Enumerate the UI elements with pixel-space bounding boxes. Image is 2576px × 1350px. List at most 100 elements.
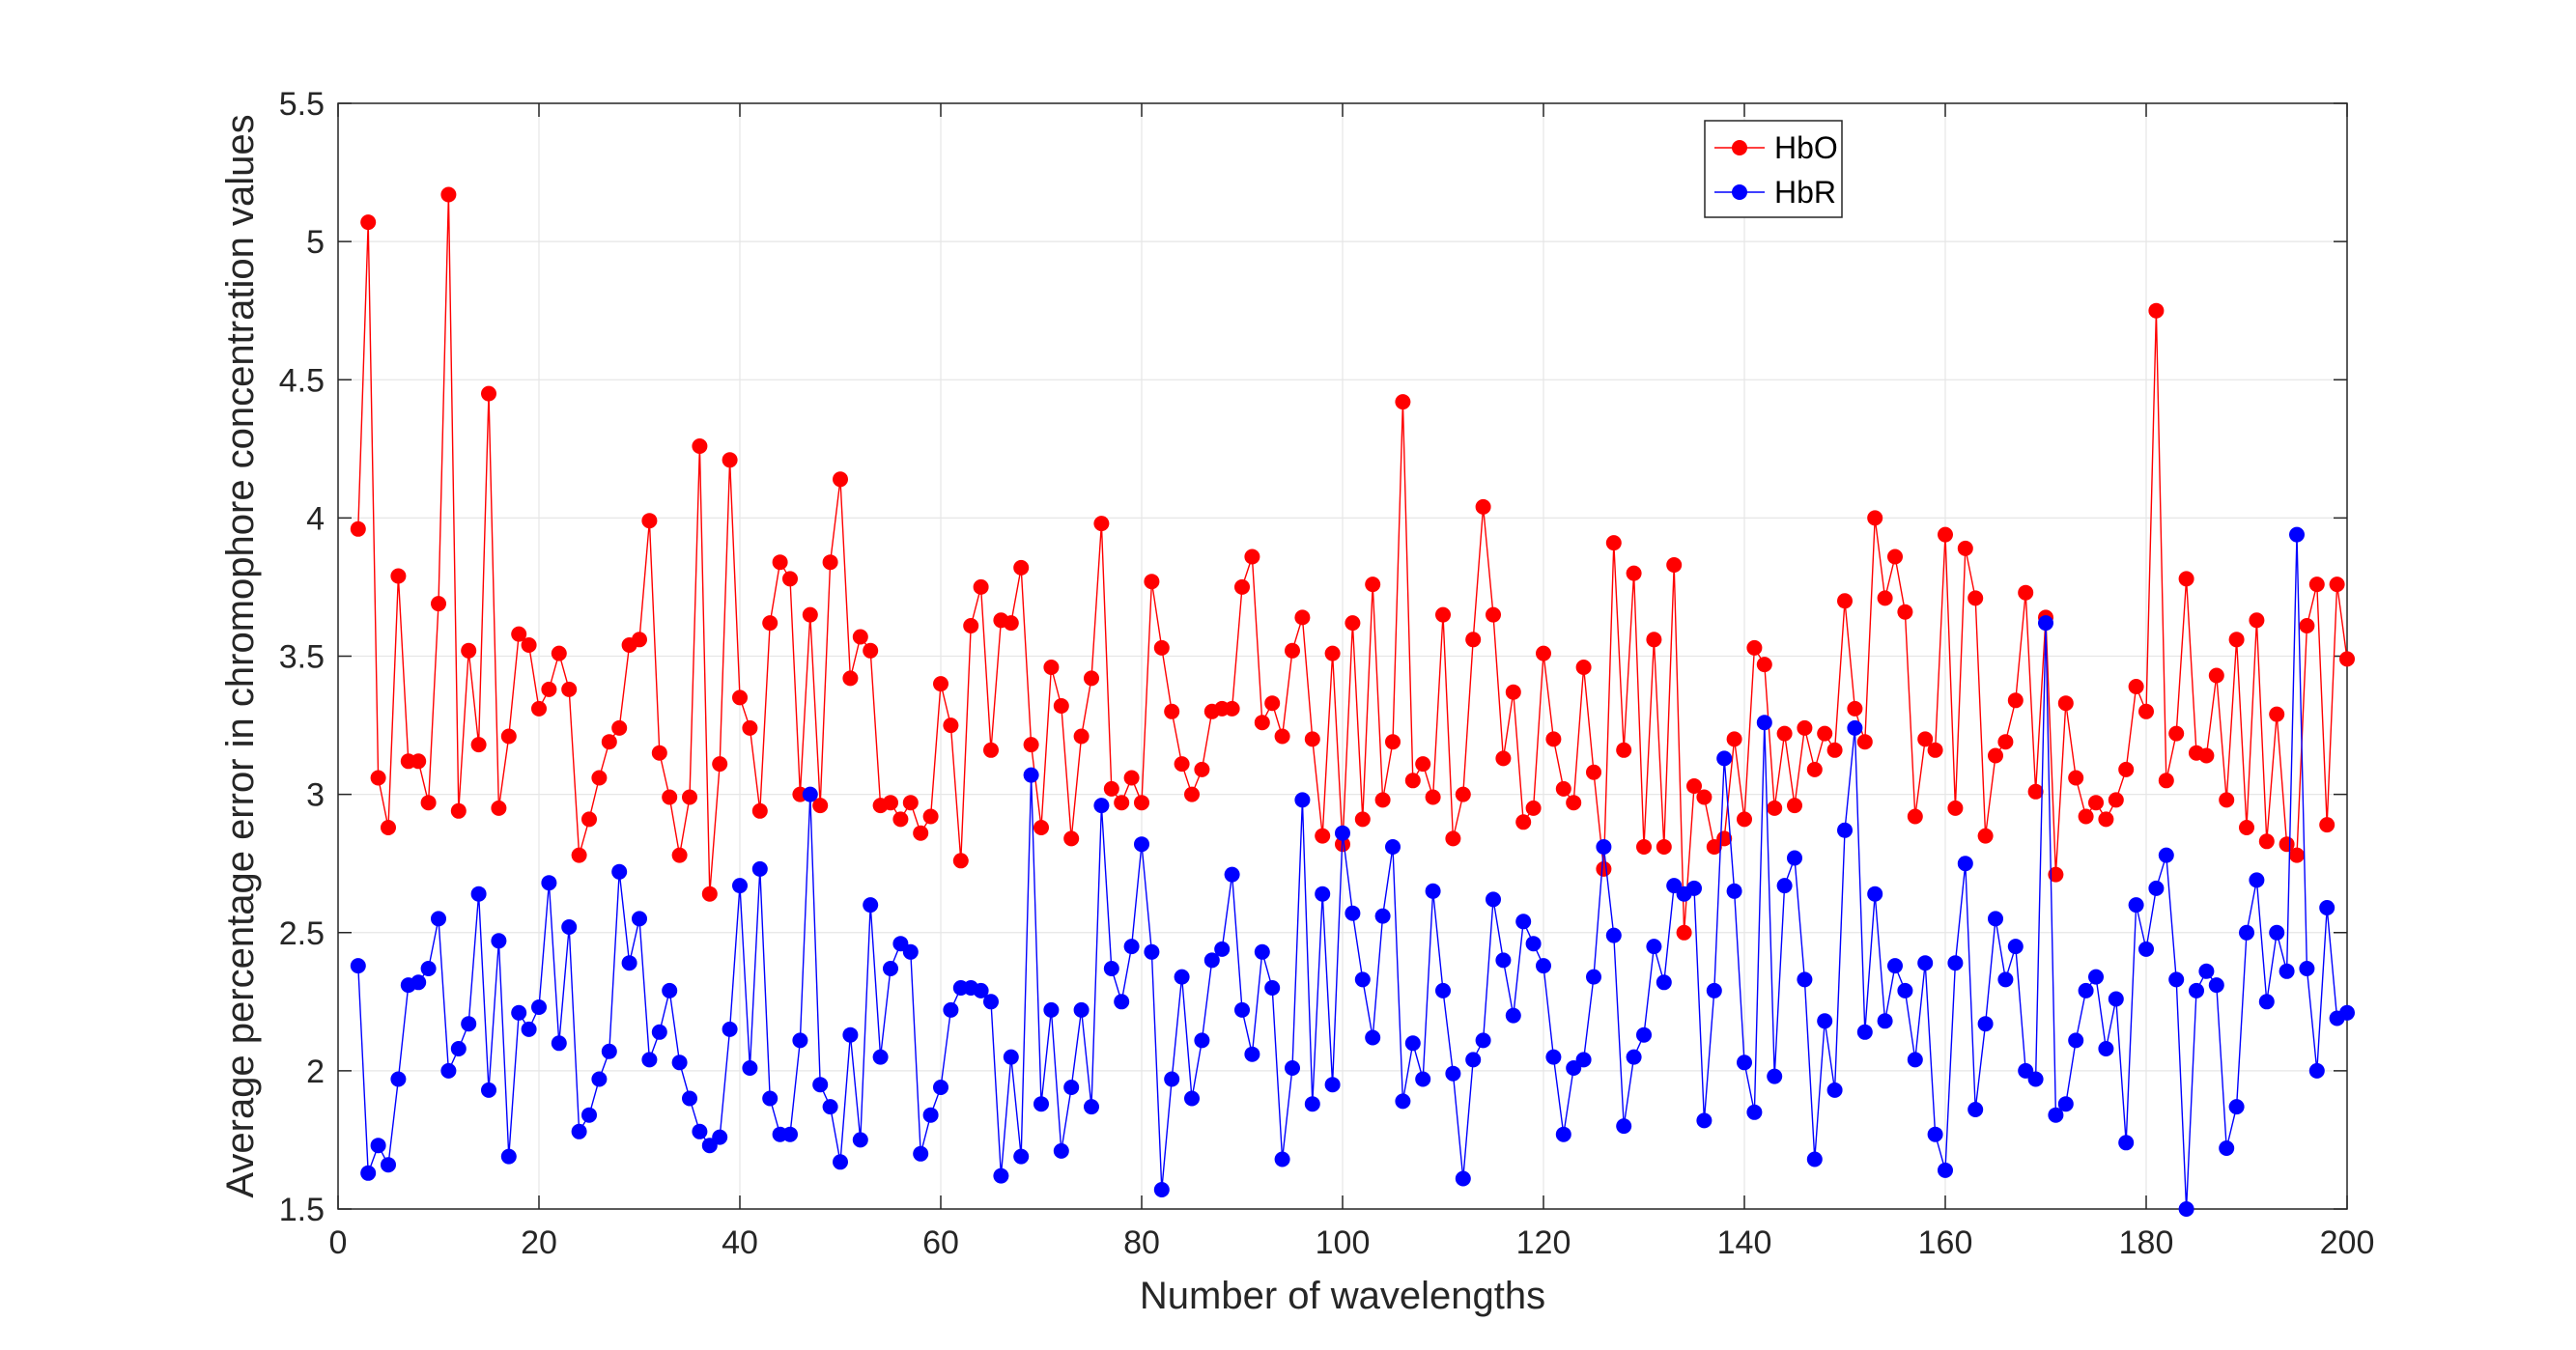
data-point-hbr (1033, 1096, 1049, 1112)
data-point-hbr (762, 1090, 778, 1107)
data-point-hbo (2168, 725, 2185, 742)
data-point-hbr (1917, 955, 1934, 971)
data-point-hbo (2198, 747, 2215, 764)
data-point-hbo (1737, 811, 1752, 828)
data-point-hbr (662, 982, 678, 998)
data-point-hbo (1315, 828, 1331, 844)
data-point-hbo (1726, 731, 1742, 747)
data-point-hbo (701, 886, 718, 902)
data-point-hbo (1134, 795, 1149, 811)
series (350, 186, 2355, 1217)
data-point-hbr (712, 1129, 728, 1145)
data-point-hbo (1676, 924, 1692, 941)
data-point-hbr (2128, 897, 2144, 914)
data-point-hbo (1797, 719, 1813, 736)
data-point-hbr (2118, 1135, 2135, 1151)
data-point-hbo (551, 645, 567, 661)
data-point-hbr (461, 1016, 477, 1032)
data-point-hbr (1706, 982, 1722, 998)
data-point-hbo (842, 670, 859, 687)
data-point-hbo (1304, 731, 1320, 747)
data-point-hbr (2088, 969, 2104, 985)
data-point-hbr (983, 994, 999, 1010)
data-point-hbr (511, 1004, 527, 1021)
data-point-hbo (1244, 548, 1260, 565)
data-point-hbr (2239, 924, 2254, 941)
data-point-hbo (431, 596, 446, 612)
x-tick-label: 120 (1516, 1224, 1571, 1261)
data-point-hbo (2007, 692, 2024, 709)
data-point-hbo (2138, 703, 2154, 719)
data-point-hbr (1887, 958, 1903, 974)
data-point-hbr (1977, 1016, 1994, 1032)
data-point-hbo (1324, 645, 1341, 661)
data-point-hbr (2098, 1041, 2114, 1056)
data-point-hbr (1897, 982, 1913, 998)
data-point-hbo (1696, 789, 1713, 805)
data-point-hbr (350, 958, 366, 974)
data-point-hbo (1234, 578, 1250, 595)
data-point-hbo (952, 853, 969, 869)
x-tick-label: 180 (2119, 1224, 2174, 1261)
data-point-hbr (1726, 883, 1742, 899)
x-tick-label: 20 (521, 1224, 557, 1261)
data-point-hbr (2319, 900, 2335, 915)
data-point-hbr (1404, 1035, 1421, 1052)
data-point-hbo (571, 847, 587, 863)
data-point-hbr (943, 1001, 959, 1018)
data-point-hbo (913, 825, 929, 841)
data-point-hbr (1315, 886, 1331, 902)
data-point-hbr (1285, 1060, 1300, 1076)
data-point-hbo (1605, 535, 1622, 551)
data-point-hbr (2289, 526, 2305, 543)
legend-label-hbo: HbO (1774, 130, 1838, 165)
data-point-hbo (1917, 731, 1934, 747)
data-point-hbr (521, 1021, 537, 1037)
y-tick-label: 4 (306, 500, 325, 537)
data-point-hbo (1616, 742, 1632, 758)
data-point-hbr (1203, 952, 1220, 969)
data-point-hbr (1224, 866, 1240, 883)
data-point-hbr (933, 1080, 948, 1095)
data-point-hbr (1164, 1071, 1180, 1087)
data-point-hbr (1093, 798, 1110, 814)
data-point-hbr (2228, 1099, 2245, 1115)
data-point-hbr (581, 1107, 597, 1123)
data-point-hbo (2148, 302, 2165, 319)
data-point-hbr (641, 1052, 658, 1068)
data-point-hbo (863, 642, 879, 659)
x-tick-label: 0 (329, 1224, 348, 1261)
data-point-hbo (902, 795, 919, 811)
data-point-hbr (792, 1032, 808, 1049)
data-point-hbo (410, 753, 427, 770)
data-point-hbr (682, 1090, 697, 1107)
data-point-hbr (2007, 939, 2024, 955)
data-point-hbo (2158, 773, 2174, 789)
data-point-hbr (1465, 1052, 1482, 1068)
data-point-hbo (963, 618, 979, 633)
data-point-hbo (1505, 684, 1521, 700)
data-point-hbr (470, 886, 487, 902)
data-point-hbr (370, 1138, 386, 1154)
data-point-hbo (2299, 618, 2315, 633)
data-point-hbo (641, 513, 658, 529)
data-point-hbr (692, 1123, 708, 1139)
data-point-hbo (1656, 839, 1672, 855)
data-point-hbr (1455, 1170, 1471, 1187)
data-point-hbo (2027, 783, 2044, 800)
data-point-hbo (1365, 577, 1381, 593)
data-point-hbr (551, 1035, 567, 1052)
x-tick-label: 40 (722, 1224, 758, 1261)
data-point-hbr (1345, 905, 1361, 921)
data-point-hbr (1304, 1096, 1320, 1112)
data-point-hbr (1847, 719, 1863, 736)
data-point-hbr (1656, 974, 1672, 991)
data-point-hbr (1084, 1099, 1099, 1115)
data-point-hbr (1957, 856, 1973, 872)
data-point-hbr (1686, 880, 1702, 896)
y-tick-label: 5.5 (279, 86, 325, 123)
data-point-hbr (2027, 1071, 2044, 1087)
data-point-hbo (1184, 786, 1200, 802)
data-point-hbr (1596, 839, 1612, 855)
data-point-hbo (500, 728, 517, 745)
